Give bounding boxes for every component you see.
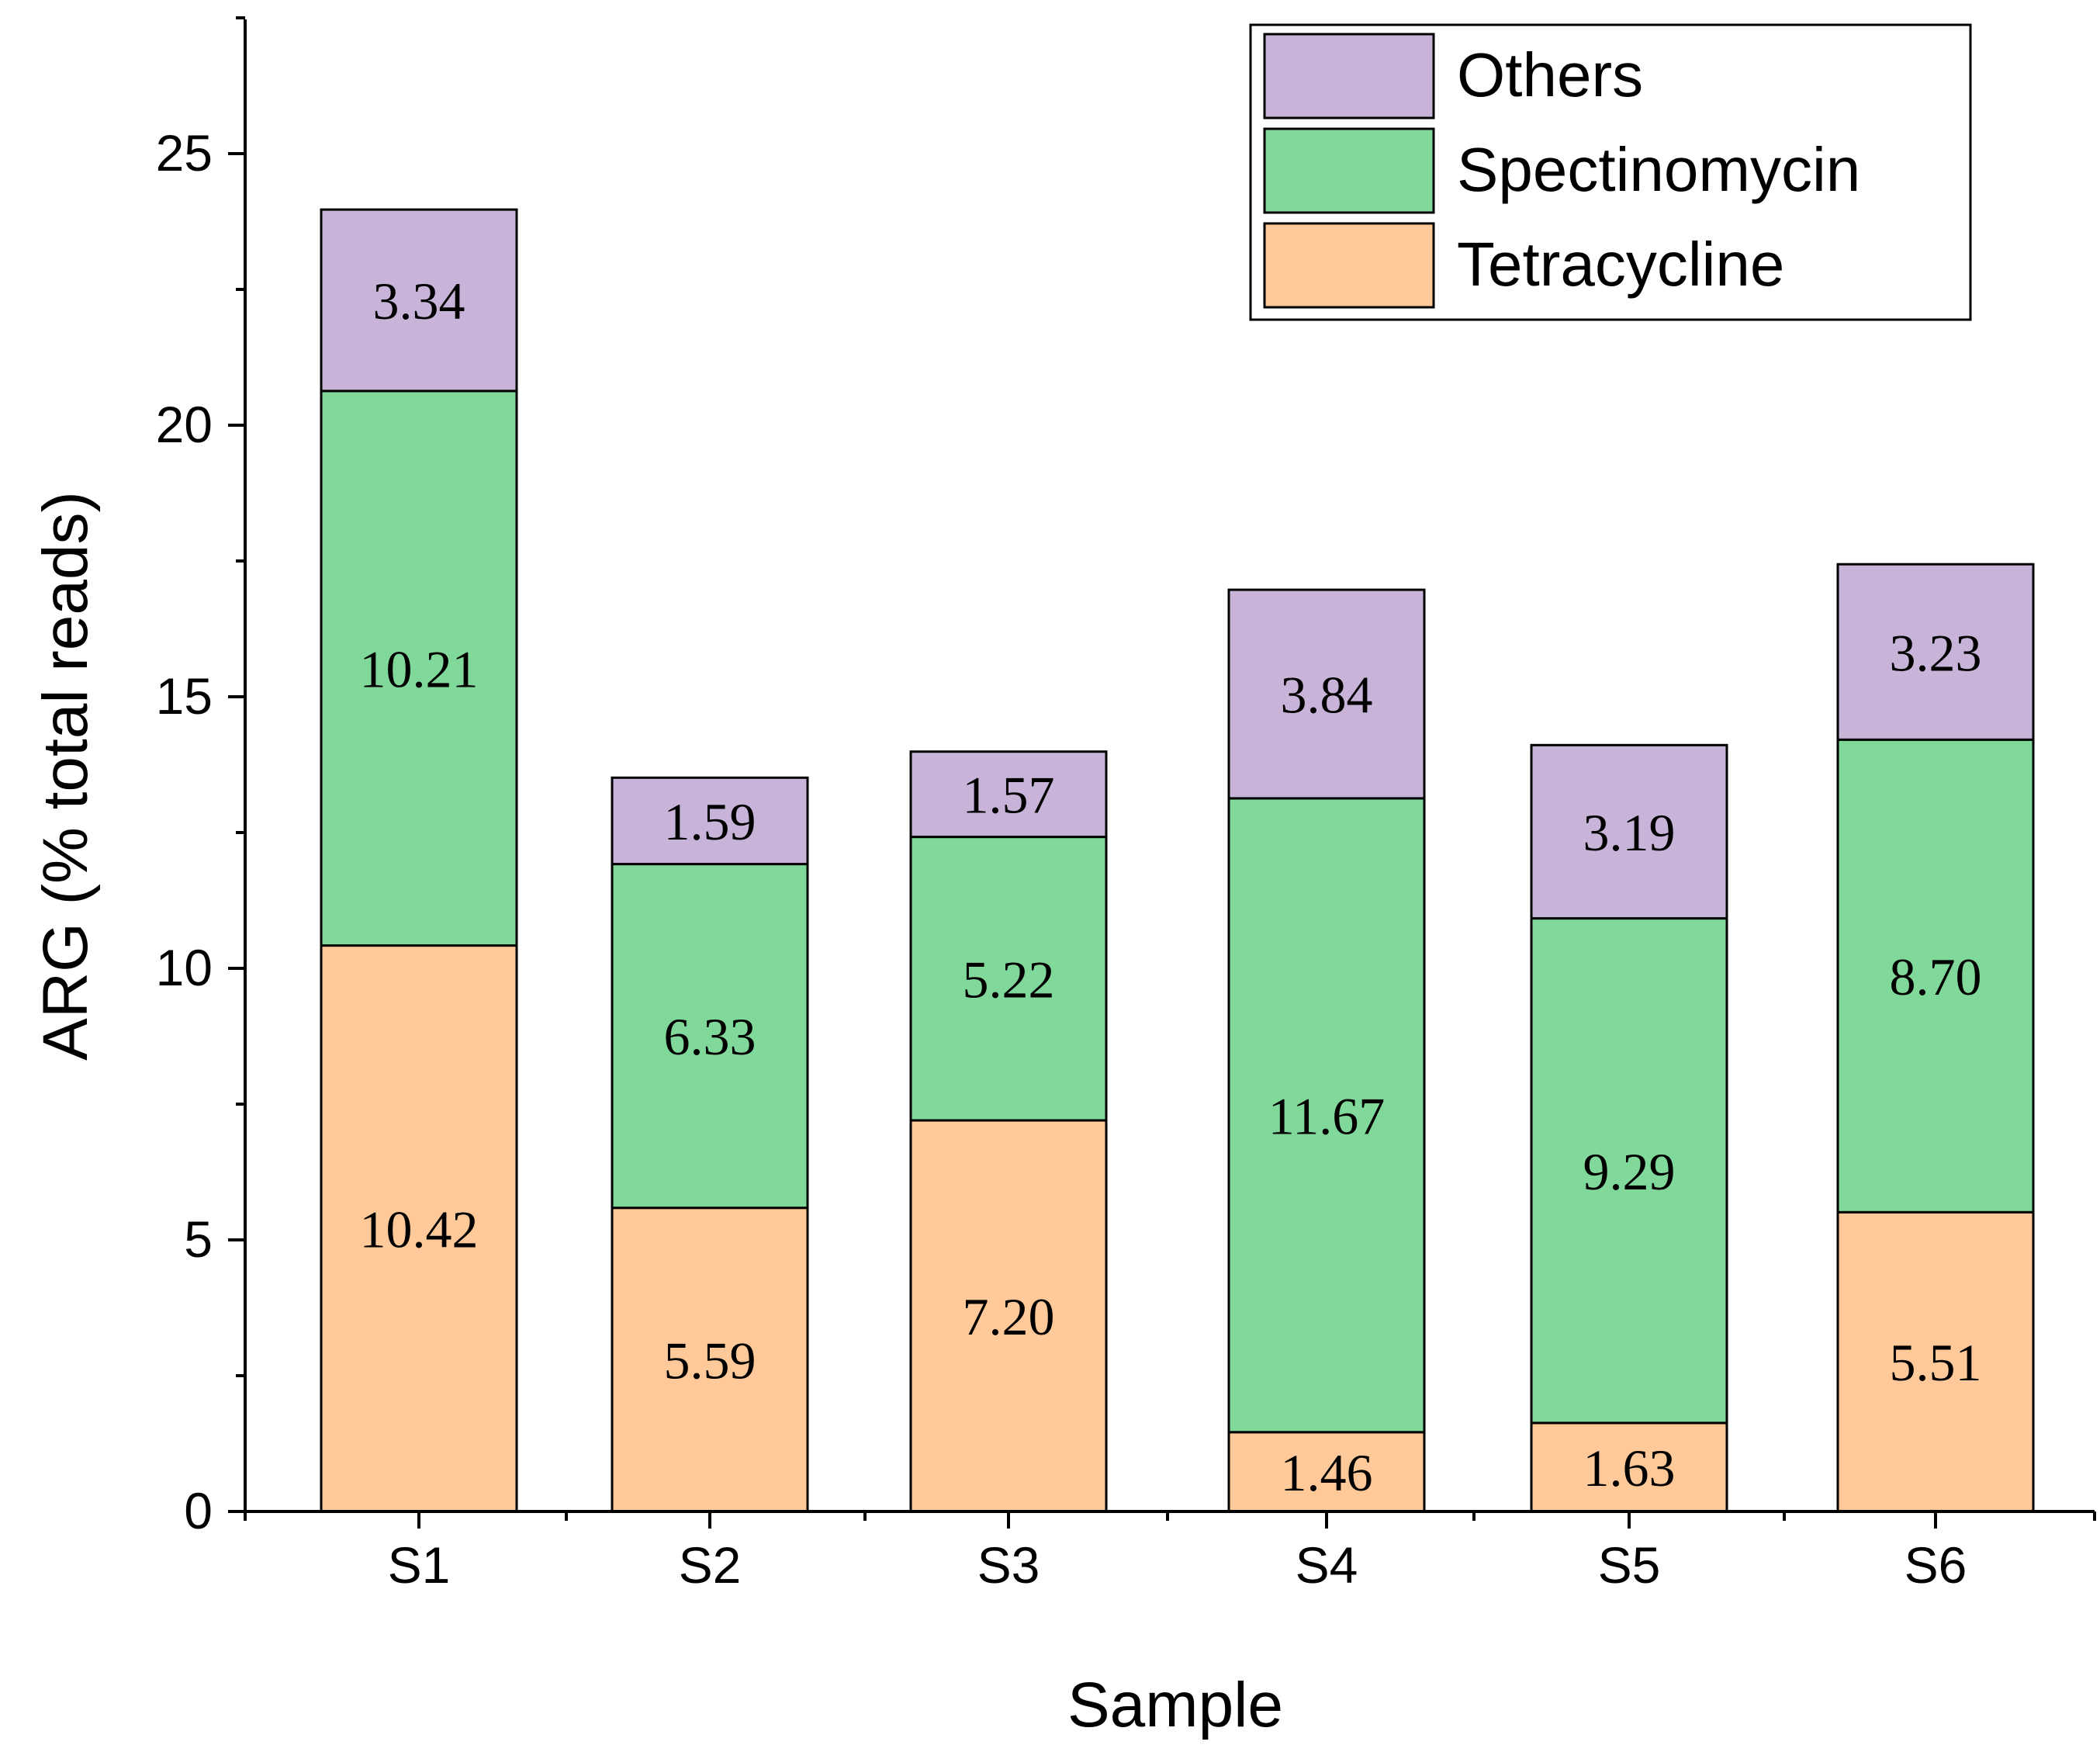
data-label: 9.29 [1583,1142,1676,1201]
x-axis-title: Sample [1067,1670,1283,1740]
y-tick-label: 25 [156,124,213,182]
y-axis-ticks: 0 5 10 15 20 25 [156,16,245,1539]
data-label: 5.59 [664,1331,756,1390]
x-tick-label-s5: S5 [1598,1536,1661,1594]
y-tick-label: 10 [156,939,213,996]
data-label: 1.46 [1281,1443,1373,1502]
bar-segment-others [611,776,809,866]
data-label: 5.22 [963,950,1055,1009]
data-label: 3.84 [1281,666,1373,725]
y-tick-label: 5 [184,1210,213,1268]
data-label: 10.21 [360,639,479,698]
bar-stack-s4: 1.46 11.67 3.84 [1227,588,1426,1513]
bar-segment-others [1530,743,1728,920]
data-label: 11.67 [1268,1086,1385,1145]
bar-segment-others [320,208,518,393]
legend: Others Spectinomycin Tetracycline [1249,23,1972,321]
data-label: 7.20 [963,1287,1055,1346]
bar-segment-others [1227,588,1426,800]
data-label: 6.33 [664,1007,756,1066]
x-tick-label-s4: S4 [1296,1536,1358,1594]
x-tick-label-s6: S6 [1905,1536,1967,1594]
axes [244,19,2095,1513]
y-tick-label: 15 [156,667,213,725]
data-label: 10.42 [360,1200,479,1259]
data-label: 3.19 [1583,803,1676,862]
legend-swatch-others [1263,33,1435,119]
x-tick-label-s1: S1 [388,1536,451,1594]
legend-label-spectinomycin: Spectinomycin [1457,135,1860,204]
bar-segment-tetracycline [1836,1210,2035,1513]
bar-segment-tetracycline [909,1119,1108,1513]
data-label: 1.57 [963,766,1055,825]
data-label: 3.34 [373,272,465,331]
bar-segment-spectinomycin [611,863,809,1210]
legend-label-tetracycline: Tetracycline [1457,230,1784,299]
data-label: 8.70 [1890,947,1982,1006]
legend-swatch-tetracycline [1263,222,1435,309]
x-tick-label-s2: S2 [679,1536,742,1594]
legend-swatch-spectinomycin [1263,127,1435,214]
x-axis-ticks: S1 S2 S3 S4 S5 S6 [244,1511,2096,1594]
bar-segment-spectinomycin [320,390,518,947]
data-label: 1.59 [664,792,756,851]
bar-segment-tetracycline [1530,1421,1728,1513]
bar-stack-s3: 7.20 5.22 1.57 [909,750,1108,1513]
data-label: 3.23 [1890,623,1982,682]
bar-stacks: 10.42 10.21 3.34 5.59 6.33 1.59 7.20 5.22 1.57 1.… [320,208,2035,1513]
bar-segment-tetracycline [611,1207,809,1513]
legend-label-others: Others [1457,40,1643,109]
bar-stack-s1: 10.42 10.21 3.34 [320,208,518,1513]
bar-segment-spectinomycin [909,836,1108,1122]
bar-segment-spectinomycin [1836,738,2035,1214]
bar-stack-s2: 5.59 6.33 1.59 [611,776,809,1513]
bar-segment-spectinomycin [1227,797,1426,1434]
data-label: 5.51 [1890,1333,1982,1392]
x-tick-label-s3: S3 [977,1536,1040,1594]
y-tick-label: 20 [156,396,213,453]
bar-segment-others [1836,563,2035,741]
bar-stack-s5: 1.63 9.29 3.19 [1530,743,1728,1513]
bar-stack-s6: 5.51 8.70 3.23 [1836,563,2035,1513]
bar-segment-others [909,750,1108,839]
data-label: 1.63 [1583,1439,1676,1498]
y-axis-title: ARG (% total reads) [30,491,101,1061]
y-tick-label: 0 [184,1482,213,1539]
bar-segment-spectinomycin [1530,917,1728,1425]
